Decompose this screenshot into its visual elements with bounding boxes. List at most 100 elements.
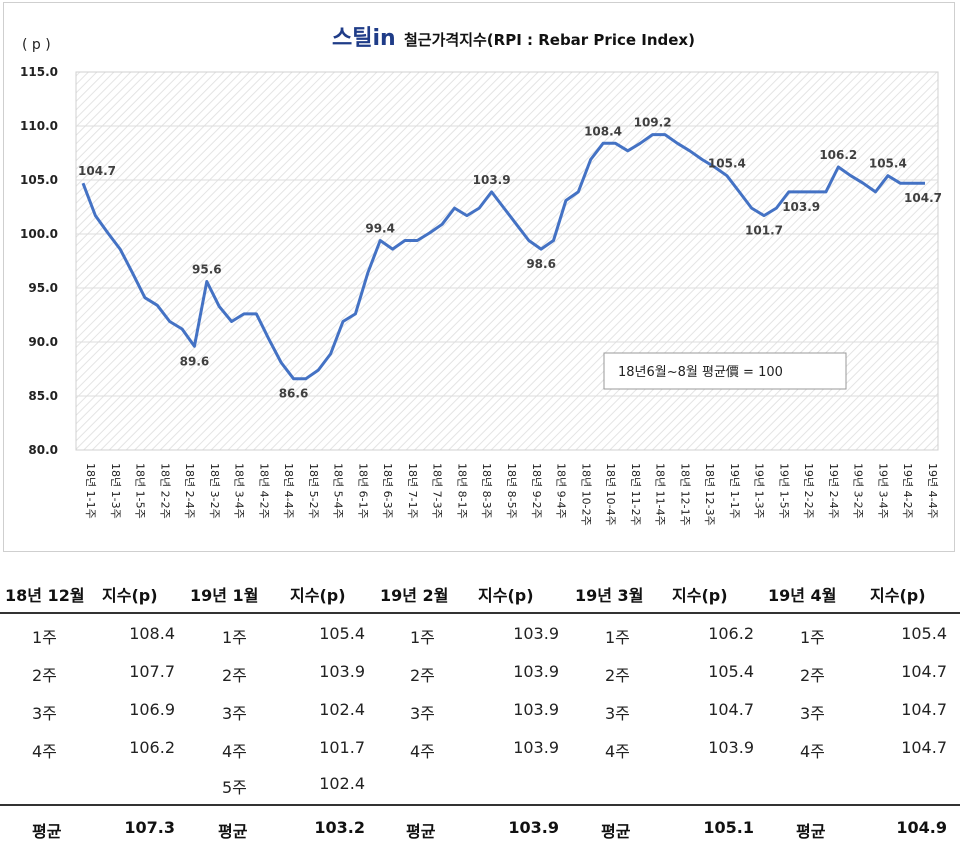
data-label: 86.6	[279, 387, 309, 401]
week-label: 3주	[605, 704, 630, 723]
average-label: 평균	[601, 822, 631, 841]
week-label: 3주	[222, 704, 247, 723]
week-value: 103.9	[708, 738, 754, 757]
y-tick-label: 115.0	[20, 65, 58, 79]
data-label: 99.4	[365, 221, 395, 235]
average-value: 104.9	[896, 818, 947, 837]
x-tick-label: 18년 9-4주	[555, 463, 568, 519]
average-label: 평균	[796, 822, 826, 841]
week-value: 102.4	[319, 774, 365, 793]
week-label: 2주	[222, 666, 247, 685]
week-label: 4주	[605, 742, 630, 761]
x-tick-label: 19년 3-4주	[876, 463, 889, 519]
week-value: 106.9	[129, 700, 175, 719]
week-value: 104.7	[901, 700, 947, 719]
x-tick-label: 19년 2-4주	[827, 463, 840, 519]
header-index-5: 지수(p)	[870, 586, 926, 605]
week-label: 2주	[32, 666, 57, 685]
x-tick-label: 18년 12-3주	[703, 463, 716, 526]
rpi-line-chart: 스틸in 철근가격지수(RPI : Rebar Price Index) ( p…	[20, 26, 942, 526]
week-label: 3주	[32, 704, 57, 723]
x-tick-label: 19년 4-4주	[926, 463, 939, 519]
week-value: 106.2	[129, 738, 175, 757]
x-tick-label: 19년 1-5주	[777, 463, 790, 519]
x-tick-label: 18년 12-1주	[678, 463, 691, 526]
week-label: 4주	[800, 742, 825, 761]
header-index-3: 지수(p)	[478, 586, 534, 605]
data-label: 104.7	[904, 191, 942, 205]
y-tick-label: 100.0	[20, 227, 58, 241]
x-tick-label: 19년 2-2주	[802, 463, 815, 519]
week-value: 104.7	[708, 700, 754, 719]
data-label: 89.6	[180, 354, 210, 368]
week-value: 101.7	[319, 738, 365, 757]
x-tick-label: 18년 8-5주	[505, 463, 518, 519]
header-month-2: 19년 1월	[190, 586, 259, 605]
average-value: 103.9	[508, 818, 559, 837]
x-tick-label: 19년 3-2주	[852, 463, 865, 519]
week-label: 1주	[410, 628, 435, 647]
y-tick-label: 110.0	[20, 119, 58, 133]
week-label: 2주	[410, 666, 435, 685]
week-value: 103.9	[513, 662, 559, 681]
week-label: 4주	[410, 742, 435, 761]
x-tick-label: 18년 8-3주	[480, 463, 493, 519]
average-value: 107.3	[124, 818, 175, 837]
table-header-rule	[0, 612, 960, 614]
week-value: 103.9	[513, 700, 559, 719]
x-tick-label: 18년 2-4주	[183, 463, 196, 519]
week-label: 1주	[605, 628, 630, 647]
y-tick-label: 90.0	[28, 335, 58, 349]
week-label: 3주	[800, 704, 825, 723]
chart-container: 스틸in 철근가격지수(RPI : Rebar Price Index) ( p…	[3, 2, 955, 552]
x-tick-label: 18년 4-2주	[257, 463, 270, 519]
x-tick-label: 18년 2-2주	[158, 463, 171, 519]
header-month-5: 19년 4월	[768, 586, 837, 605]
x-tick-label: 19년 1-3주	[753, 463, 766, 519]
chart-title: 철근가격지수(RPI : Rebar Price Index)	[404, 31, 695, 49]
x-tick-label: 18년 8-1주	[455, 463, 468, 519]
x-tick-label: 18년 6-3주	[381, 463, 394, 519]
y-tick-label: 85.0	[28, 389, 58, 403]
y-tick-label: 105.0	[20, 173, 58, 187]
week-value: 103.9	[513, 624, 559, 643]
rpi-series-line	[81, 133, 925, 381]
data-label: 103.9	[473, 173, 511, 187]
header-month-4: 19년 3월	[575, 586, 644, 605]
header-index-1: 지수(p)	[102, 586, 158, 605]
header-index-2: 지수(p)	[290, 586, 346, 605]
header-month-1: 18년 12월	[5, 586, 85, 605]
week-label: 4주	[222, 742, 247, 761]
data-label: 106.2	[819, 148, 857, 162]
data-label: 104.7	[78, 164, 116, 178]
monthly-index-table: 18년 12월 지수(p) 19년 1월 지수(p) 19년 2월 지수(p) …	[0, 574, 960, 849]
data-label: 103.9	[782, 200, 820, 214]
data-label: 108.4	[584, 124, 622, 138]
x-tick-label: 19년 1-1주	[728, 463, 741, 519]
week-value: 103.9	[513, 738, 559, 757]
header-month-3: 19년 2월	[380, 586, 449, 605]
data-label: 105.4	[708, 157, 746, 171]
chart-logo: 스틸in	[332, 26, 396, 51]
x-tick-label: 18년 1-1주	[84, 463, 97, 519]
x-tick-label: 18년 11-4주	[654, 463, 667, 526]
y-unit-label: ( p )	[22, 37, 51, 53]
x-tick-label: 18년 10-2주	[579, 463, 592, 526]
week-label: 2주	[605, 666, 630, 685]
average-label: 평균	[32, 822, 62, 841]
week-label: 3주	[410, 704, 435, 723]
week-value: 105.4	[708, 662, 754, 681]
week-label: 2주	[800, 666, 825, 685]
y-tick-label: 95.0	[28, 281, 58, 295]
week-label: 5주	[222, 778, 247, 797]
baseline-note: 18년6월~8월 평균價 = 100	[603, 352, 847, 390]
x-tick-label: 18년 6-1주	[356, 463, 369, 519]
x-tick-label: 18년 4-4주	[282, 463, 295, 519]
week-value: 106.2	[708, 624, 754, 643]
x-tick-label: 18년 7-1주	[406, 463, 419, 519]
average-value: 103.2	[314, 818, 365, 837]
week-value: 104.7	[901, 662, 947, 681]
x-tick-label: 18년 3-4주	[233, 463, 246, 519]
x-tick-label: 18년 11-2주	[629, 463, 642, 526]
average-label: 평균	[218, 822, 248, 841]
